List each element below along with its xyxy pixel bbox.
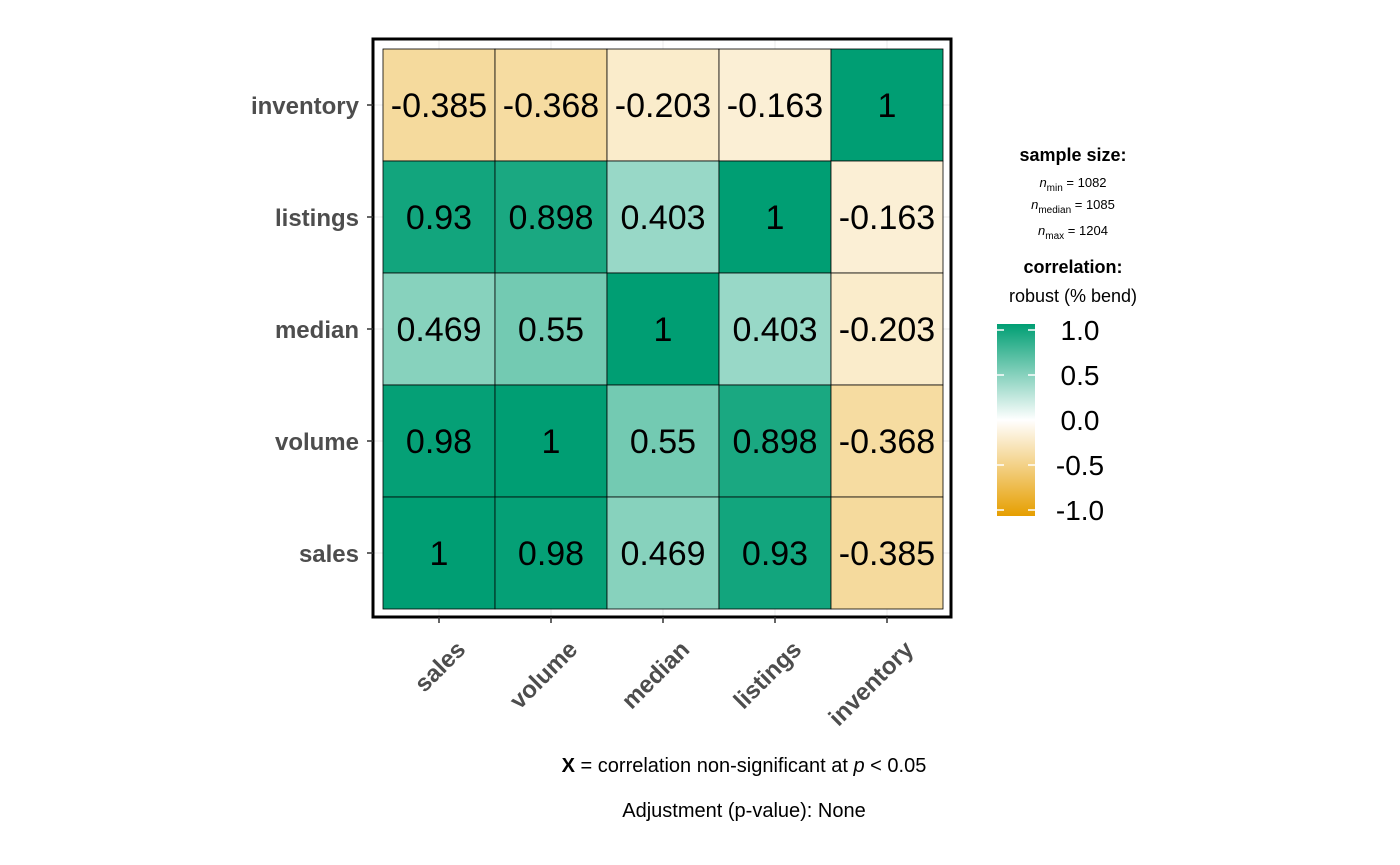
- cell-label-median-volume: 0.55: [518, 311, 584, 349]
- y-tick-label-inventory: inventory: [251, 93, 360, 120]
- colorbar-tick-label: 0.0: [1061, 405, 1100, 436]
- heatmap-cell-inventory-median: [606, 48, 720, 162]
- caption-text-before: = correlation non-significant at: [575, 755, 854, 777]
- n-max-var: n: [1038, 223, 1045, 238]
- heatmap-cell-sales-sales: [382, 496, 496, 610]
- cell-label-inventory-volume: -0.368: [503, 87, 599, 125]
- x-tick-label-inventory: inventory: [824, 636, 920, 732]
- cell-label-listings-inventory: -0.163: [839, 199, 935, 237]
- heatmap-cell-inventory-inventory: [830, 48, 944, 162]
- correlation-type: robust (% bend): [1009, 286, 1137, 306]
- n-min-var: n: [1039, 175, 1046, 190]
- caption-p: p: [853, 755, 865, 777]
- cell-label-inventory-sales: -0.385: [391, 87, 487, 125]
- adjustment-caption: Adjustment (p-value): None: [622, 800, 865, 822]
- cell-label-listings-listings: 1: [766, 199, 785, 237]
- cell-label-volume-sales: 0.98: [406, 423, 472, 461]
- cell-label-volume-volume: 1: [542, 423, 561, 461]
- colorbar-tick-label: -0.5: [1056, 450, 1104, 481]
- cell-label-inventory-median: -0.203: [615, 87, 711, 125]
- heatmap-cell-volume-inventory: [830, 384, 944, 498]
- cell-label-volume-listings: 0.898: [732, 423, 817, 461]
- heatmap-cell-sales-volume: [494, 496, 608, 610]
- heatmap-cell-listings-inventory: [830, 160, 944, 274]
- panel-border: [371, 37, 953, 619]
- heatmap-cell-median-listings: [718, 272, 832, 386]
- x-tick-label-median: median: [617, 636, 696, 715]
- n-median-label: nmedian = 1085: [1031, 197, 1115, 216]
- x-tick-label-sales: sales: [410, 636, 472, 698]
- heatmap-cell-volume-sales: [382, 384, 496, 498]
- cell-label-listings-median: 0.403: [620, 199, 705, 237]
- cell-label-sales-volume: 0.98: [518, 535, 584, 573]
- n-min-value: = 1082: [1063, 175, 1107, 190]
- sample-size-title: sample size:: [1019, 145, 1126, 165]
- heatmap-cell-median-median: [606, 272, 720, 386]
- x-tick-label-volume: volume: [505, 636, 584, 715]
- x-axis-ticks: sales volume median listings inventory: [410, 617, 920, 732]
- x-tick-label-listings: listings: [729, 636, 807, 714]
- y-tick-label-listings: listings: [275, 205, 359, 232]
- n-max-sub: max: [1045, 231, 1064, 242]
- n-max-value: = 1204: [1064, 223, 1108, 238]
- heatmap-cell-volume-median: [606, 384, 720, 498]
- caption-text-after: < 0.05: [865, 755, 927, 777]
- y-tick-label-median: median: [275, 317, 359, 344]
- y-axis-ticks: inventory listings median volume sales: [251, 93, 373, 568]
- cell-label-median-median: 1: [654, 311, 673, 349]
- cell-label-median-sales: 0.469: [396, 311, 481, 349]
- caption-x-mark: X: [562, 755, 576, 777]
- heatmap-cell-listings-median: [606, 160, 720, 274]
- cell-label-volume-median: 0.55: [630, 423, 696, 461]
- y-tick-label-volume: volume: [275, 429, 359, 456]
- cell-label-median-inventory: -0.203: [839, 311, 935, 349]
- heatmap-cell-inventory-volume: [494, 48, 608, 162]
- cell-label-inventory-listings: -0.163: [727, 87, 823, 125]
- cell-label-sales-listings: 0.93: [742, 535, 808, 573]
- correlation-title: correlation:: [1023, 257, 1122, 277]
- significance-caption: X = correlation non-significant at p < 0…: [562, 755, 927, 777]
- cell-label-sales-inventory: -0.385: [839, 535, 935, 573]
- heatmap-cell-inventory-listings: [718, 48, 832, 162]
- heatmap-cell-sales-listings: [718, 496, 832, 610]
- n-median-value: = 1085: [1071, 197, 1115, 212]
- legend: sample size: nmin = 1082 nmedian = 1085 …: [997, 145, 1137, 526]
- n-median-sub: median: [1038, 205, 1071, 216]
- cell-label-sales-sales: 1: [430, 535, 449, 573]
- colorbar-tick-label: -1.0: [1056, 495, 1104, 526]
- n-max-label: nmax = 1204: [1038, 223, 1108, 242]
- n-min-sub: min: [1047, 183, 1063, 194]
- heatmap-cell-volume-volume: [494, 384, 608, 498]
- cell-label-listings-volume: 0.898: [508, 199, 593, 237]
- heatmap-cell-volume-listings: [718, 384, 832, 498]
- heatmap-cell-median-volume: [494, 272, 608, 386]
- colorbar-ticks: 1.0 0.5 0.0 -0.5 -1.0: [997, 315, 1104, 526]
- heatmap-cell-median-sales: [382, 272, 496, 386]
- heatmap-cell-listings-listings: [718, 160, 832, 274]
- y-tick-label-sales: sales: [299, 541, 359, 568]
- heatmap-cell-sales-inventory: [830, 496, 944, 610]
- n-median-var: n: [1031, 197, 1038, 212]
- heatmap-cells: -0.385 -0.368 -0.203 -0.163 1 0.93 0.898 0.403 1…: [382, 48, 944, 610]
- heatmap-cell-inventory-sales: [382, 48, 496, 162]
- cell-label-sales-median: 0.469: [620, 535, 705, 573]
- cell-label-inventory-inventory: 1: [878, 87, 897, 125]
- cell-label-listings-sales: 0.93: [406, 199, 472, 237]
- heatmap-cell-listings-sales: [382, 160, 496, 274]
- heatmap-cell-median-inventory: [830, 272, 944, 386]
- cell-label-volume-inventory: -0.368: [839, 423, 935, 461]
- heatmap-cell-listings-volume: [494, 160, 608, 274]
- cell-label-median-listings: 0.403: [732, 311, 817, 349]
- colorbar-tick-label: 0.5: [1061, 360, 1100, 391]
- colorbar-tick-label: 1.0: [1061, 315, 1100, 346]
- n-min-label: nmin = 1082: [1039, 175, 1106, 194]
- heatmap-cell-sales-median: [606, 496, 720, 610]
